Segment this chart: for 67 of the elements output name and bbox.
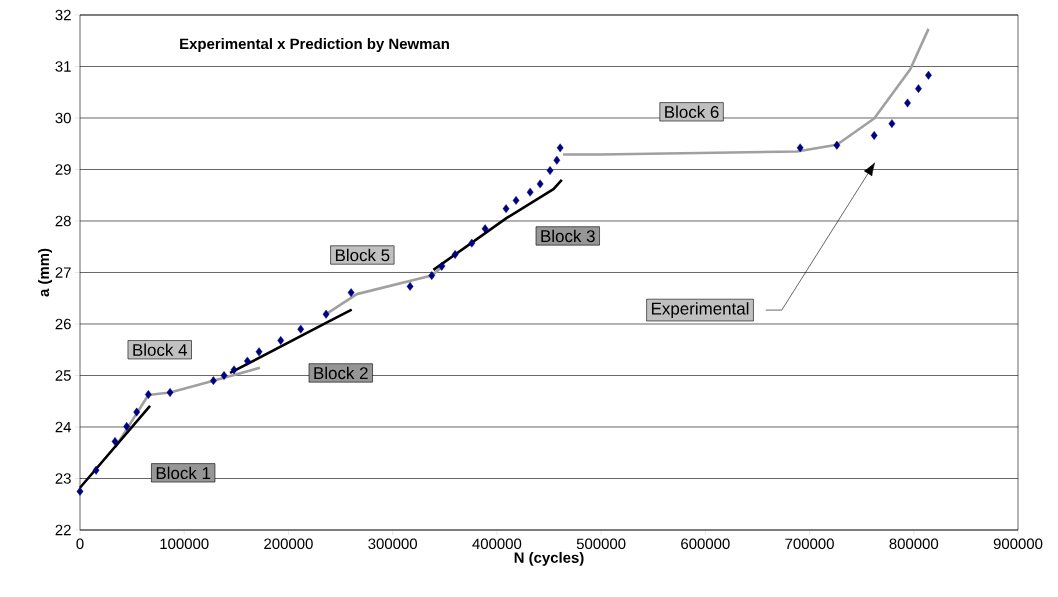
x-tick-label: 0 [76,538,84,550]
x-tick-label: 900000 [993,538,1043,550]
point [526,187,534,197]
point [536,179,544,189]
point [244,356,251,366]
x-tick-label: 400000 [472,538,522,550]
point [481,224,489,234]
x-tick-label: 500000 [576,538,626,550]
point [888,119,896,129]
point [92,465,100,475]
point [255,347,263,357]
point [406,282,414,291]
point [322,309,330,319]
point [133,407,141,417]
annotation: Block 4 [133,343,187,356]
point [347,288,355,297]
point [925,70,932,80]
annotation: Block 3 [541,229,595,243]
point [553,155,561,165]
x-tick-label: 700000 [785,538,834,550]
annotation: Block 1 [156,466,211,480]
x-tick-label: 100000 [160,538,209,550]
y-tick-label: 24 [55,421,72,433]
point [502,204,510,214]
point [166,388,174,397]
y-tick-label: 29 [55,164,71,175]
point [111,437,119,446]
point [438,261,446,271]
point [145,390,152,399]
point [556,143,564,153]
annotation: Block 5 [335,248,390,262]
x-tick-label: 800000 [889,538,939,550]
point [428,271,436,280]
x-axis-title: N (cycles) [514,551,584,566]
y-tick-label: 32 [55,9,71,21]
text: Experimental x Prediction by Newman [180,38,449,53]
point [468,238,476,248]
point [123,422,131,431]
point [297,324,305,334]
point [230,365,238,375]
y-tick-label: 22 [55,524,71,536]
point [870,131,878,140]
point [451,250,459,259]
point [796,143,804,153]
y-tick-label: 27 [55,267,71,278]
point [546,166,554,175]
point [277,336,285,345]
point [512,196,520,205]
y-tick-label: 23 [55,473,71,484]
y-axis-title: a (mm) [38,248,53,297]
x-tick-label: 300000 [368,538,417,550]
point [904,98,911,108]
y-tick-label: 26 [55,318,71,330]
x-tick-label: 600000 [681,538,730,550]
annotation: Block 2 [314,366,368,380]
point [76,486,84,496]
point [833,140,841,150]
annotation: Block 6 [665,105,719,119]
annotation: Experimental [651,302,749,318]
y-tick-label: 30 [55,112,71,124]
y-tick-label: 25 [55,370,71,381]
point [915,84,922,94]
point [210,376,217,386]
x-tick-label: 200000 [264,538,313,550]
y-tick-label: 31 [55,61,71,72]
y-tick-label: 28 [55,215,71,227]
point [220,371,228,380]
